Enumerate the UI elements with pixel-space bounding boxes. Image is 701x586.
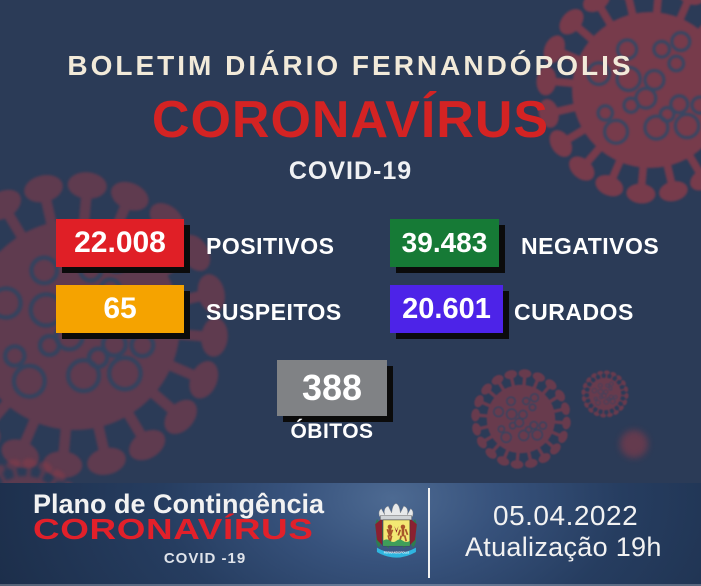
svg-text:FERNANDOPOLIS: FERNANDOPOLIS <box>384 550 410 554</box>
